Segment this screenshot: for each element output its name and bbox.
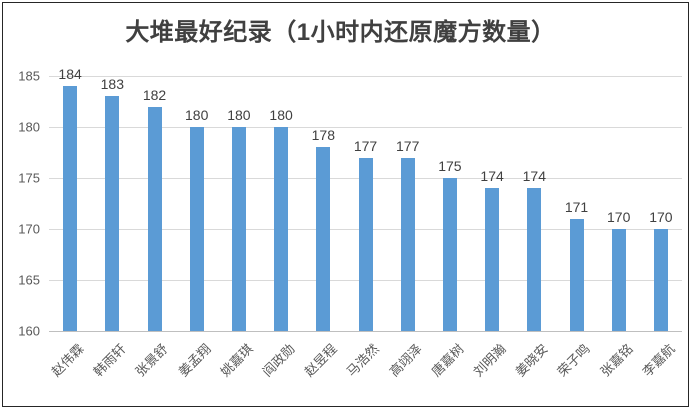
plot-area: 160 165 170 175 180 185 184 赵伟霖 183 韩雨轩 182 张景舒 180 姜… xyxy=(18,66,682,379)
bar-value-label: 182 xyxy=(142,87,167,103)
x-axis-category-label: 赵伟霖 xyxy=(48,341,87,380)
y-axis-tick-label: 170 xyxy=(18,221,40,237)
bar-value-label: 180 xyxy=(227,107,251,123)
bar-姜孟翔 xyxy=(189,127,204,331)
x-axis-line xyxy=(49,331,682,332)
bar-张景舒 xyxy=(147,107,162,331)
y-axis-tick-label: 165 xyxy=(18,272,40,288)
x-axis-category-label: 张景舒 xyxy=(133,341,172,380)
x-axis-category-label: 李嘉航 xyxy=(639,341,678,380)
chart-frame: 大堆最好纪录（1小时内还原魔方数量） 160 165 170 175 180 185 184… xyxy=(2,2,689,407)
bar-荣子鸣 xyxy=(569,219,584,331)
bar-李嘉航 xyxy=(653,229,668,331)
bar-value-label: 178 xyxy=(311,127,335,143)
gridline xyxy=(49,127,682,128)
bar-value-label: 177 xyxy=(396,138,420,154)
bar-value-label: 171 xyxy=(564,199,589,215)
x-axis-category-label: 刘明瀚 xyxy=(470,341,509,380)
x-axis-category-label: 姜晓安 xyxy=(512,341,552,380)
bar-张嘉铭 xyxy=(611,229,626,331)
bar-赵昱程 xyxy=(316,147,331,331)
x-axis-category-label: 唐嘉树 xyxy=(428,341,467,380)
chart-title: 大堆最好纪录（1小时内还原魔方数量） xyxy=(125,19,556,46)
bar-value-label: 180 xyxy=(185,107,209,123)
x-axis-category-label: 马浩然 xyxy=(344,341,383,380)
x-axis-category-label: 高翊泽 xyxy=(386,341,425,380)
bar-姜晓安 xyxy=(527,188,542,331)
x-axis-category-label: 韩雨轩 xyxy=(90,341,130,380)
x-axis-category-label: 赵昱程 xyxy=(301,341,341,380)
bar-韩雨轩 xyxy=(105,96,120,331)
gridline xyxy=(49,76,682,77)
bar-value-label: 174 xyxy=(522,168,546,184)
y-axis-tick-label: 175 xyxy=(18,170,40,186)
bar-value-label: 180 xyxy=(269,107,293,123)
x-axis-category-label: 阎政勋 xyxy=(259,341,298,380)
bar-value-label: 170 xyxy=(607,209,631,225)
bar-唐嘉树 xyxy=(442,178,457,331)
bar-阎政勋 xyxy=(274,127,289,331)
bar-姚嘉琪 xyxy=(231,127,246,331)
bar-value-label: 177 xyxy=(353,138,378,154)
bar-value-label: 184 xyxy=(58,66,82,82)
x-axis-category-label: 张嘉铭 xyxy=(597,341,636,380)
y-axis-tick-label: 160 xyxy=(18,323,40,339)
x-axis-category-label: 荣子鸣 xyxy=(555,341,594,380)
bar-高翊泽 xyxy=(400,158,415,331)
x-axis-category-label: 姚嘉琪 xyxy=(217,341,256,380)
bar-刘明瀚 xyxy=(485,188,500,331)
bar-马浩然 xyxy=(358,158,373,331)
bar-value-label: 183 xyxy=(100,76,124,92)
bar-赵伟霖 xyxy=(63,86,78,331)
bar-value-label: 170 xyxy=(649,209,673,225)
y-axis-tick-label: 180 xyxy=(18,119,40,135)
x-axis-category-label: 姜孟翔 xyxy=(175,341,214,380)
y-axis-tick-label: 185 xyxy=(18,68,40,84)
bar-value-label: 174 xyxy=(480,168,504,184)
bar-value-label: 175 xyxy=(438,158,462,174)
